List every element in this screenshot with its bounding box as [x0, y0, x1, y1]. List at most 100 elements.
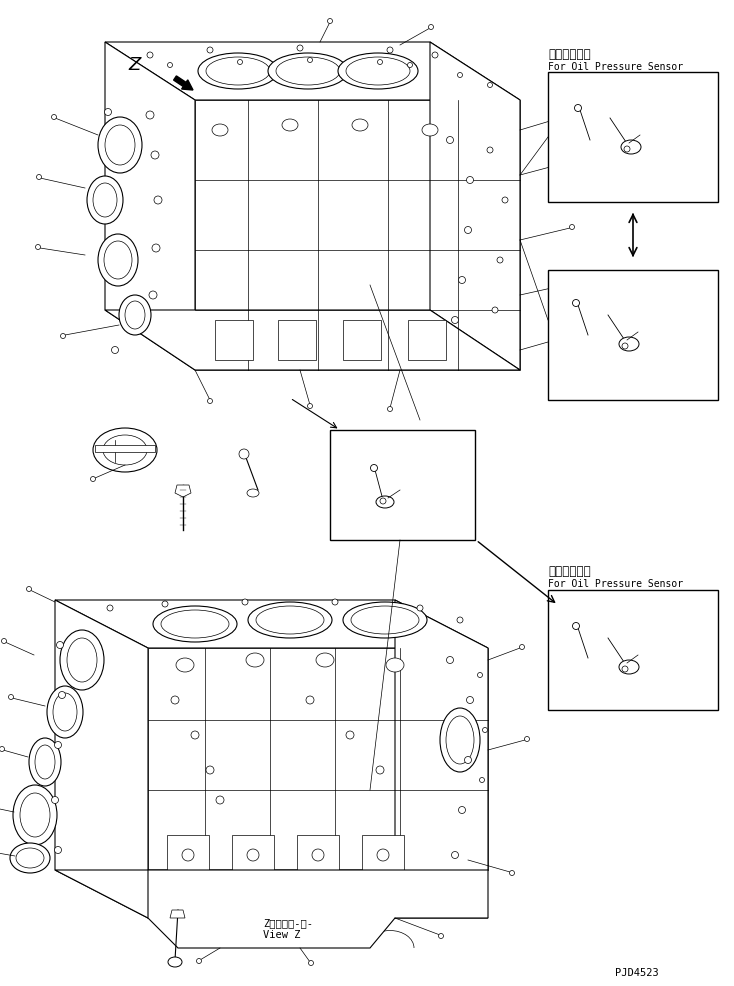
Ellipse shape: [206, 57, 270, 85]
Circle shape: [0, 746, 4, 751]
Circle shape: [239, 449, 249, 459]
Polygon shape: [55, 600, 148, 918]
Ellipse shape: [93, 183, 117, 217]
Circle shape: [554, 336, 559, 341]
Polygon shape: [167, 835, 209, 875]
Polygon shape: [95, 445, 155, 452]
Circle shape: [182, 849, 194, 861]
Ellipse shape: [282, 119, 298, 131]
Circle shape: [482, 728, 487, 733]
Circle shape: [459, 276, 465, 284]
Circle shape: [465, 756, 471, 763]
Circle shape: [216, 796, 224, 804]
Polygon shape: [105, 42, 520, 100]
Circle shape: [346, 731, 354, 739]
Polygon shape: [55, 600, 488, 648]
Polygon shape: [395, 600, 488, 918]
Ellipse shape: [168, 957, 182, 967]
Ellipse shape: [446, 716, 474, 764]
Text: For Oil Pressure Sensor: For Oil Pressure Sensor: [548, 579, 683, 589]
FancyArrow shape: [174, 76, 193, 90]
Circle shape: [564, 160, 570, 165]
Circle shape: [387, 47, 393, 53]
Circle shape: [570, 225, 575, 230]
Circle shape: [191, 731, 199, 739]
Ellipse shape: [248, 602, 332, 638]
Polygon shape: [195, 100, 520, 370]
Circle shape: [457, 617, 463, 623]
Circle shape: [306, 696, 314, 704]
Circle shape: [429, 25, 434, 30]
Circle shape: [60, 333, 65, 338]
Ellipse shape: [53, 693, 77, 731]
Polygon shape: [232, 835, 274, 875]
Text: For Oil Pressure Sensor: For Oil Pressure Sensor: [548, 62, 683, 72]
Text: 油圧センサ用: 油圧センサ用: [548, 48, 591, 61]
Ellipse shape: [35, 745, 55, 779]
Circle shape: [417, 605, 423, 611]
Polygon shape: [215, 320, 253, 360]
Ellipse shape: [247, 489, 259, 497]
Circle shape: [467, 696, 473, 703]
Ellipse shape: [104, 241, 132, 279]
Ellipse shape: [29, 738, 61, 786]
Circle shape: [467, 176, 473, 183]
Circle shape: [451, 317, 459, 323]
Circle shape: [51, 797, 59, 804]
Polygon shape: [278, 320, 316, 360]
Text: 油圧センサ用: 油圧センサ用: [548, 565, 591, 578]
Text: Z　視　　-　-: Z 視 - -: [263, 918, 313, 928]
Circle shape: [146, 111, 154, 119]
Circle shape: [206, 766, 214, 774]
Circle shape: [37, 175, 42, 179]
Ellipse shape: [103, 435, 147, 465]
Circle shape: [242, 599, 248, 605]
Ellipse shape: [161, 610, 229, 638]
Circle shape: [573, 300, 580, 307]
Ellipse shape: [198, 53, 278, 89]
Ellipse shape: [60, 630, 104, 690]
Circle shape: [149, 291, 157, 299]
Polygon shape: [175, 485, 191, 497]
Ellipse shape: [10, 843, 50, 873]
Ellipse shape: [440, 708, 480, 772]
Circle shape: [90, 476, 95, 481]
Bar: [548, 72, 718, 202]
Ellipse shape: [67, 638, 97, 682]
Ellipse shape: [621, 140, 641, 154]
Circle shape: [207, 47, 213, 53]
Bar: [330, 430, 475, 540]
Circle shape: [9, 694, 13, 699]
Circle shape: [247, 849, 259, 861]
Ellipse shape: [246, 653, 264, 667]
Polygon shape: [430, 42, 520, 370]
Ellipse shape: [376, 496, 394, 508]
Polygon shape: [170, 910, 185, 918]
Polygon shape: [148, 648, 488, 870]
Circle shape: [438, 934, 443, 939]
Circle shape: [407, 62, 413, 67]
Ellipse shape: [98, 117, 142, 173]
Ellipse shape: [338, 53, 418, 89]
Ellipse shape: [351, 606, 419, 634]
Circle shape: [564, 281, 570, 287]
Circle shape: [487, 147, 493, 153]
Circle shape: [487, 83, 493, 88]
Circle shape: [575, 105, 581, 111]
Circle shape: [446, 657, 454, 664]
Circle shape: [465, 227, 471, 234]
Circle shape: [167, 62, 172, 67]
Ellipse shape: [16, 848, 44, 868]
Polygon shape: [55, 870, 488, 918]
Ellipse shape: [352, 119, 368, 131]
Polygon shape: [343, 320, 381, 360]
Circle shape: [479, 778, 484, 783]
Circle shape: [107, 605, 113, 611]
Text: Z: Z: [128, 56, 141, 74]
Circle shape: [459, 807, 465, 813]
Circle shape: [509, 871, 515, 876]
Ellipse shape: [386, 658, 404, 672]
Circle shape: [1, 639, 7, 644]
Polygon shape: [362, 835, 404, 875]
Ellipse shape: [47, 686, 83, 738]
